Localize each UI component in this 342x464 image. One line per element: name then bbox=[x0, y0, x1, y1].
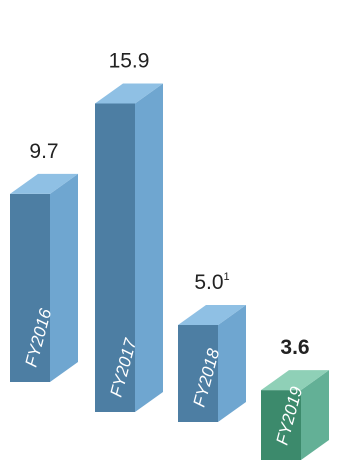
footnote-marker: 1 bbox=[224, 271, 230, 283]
bar-side-face bbox=[135, 83, 163, 412]
value-label: 3.6 bbox=[280, 336, 309, 359]
bar-top-face bbox=[95, 83, 163, 104]
bar-side-face bbox=[218, 305, 246, 422]
bar-top-face bbox=[261, 370, 329, 391]
value-label: 5.01 bbox=[194, 271, 229, 294]
bar-side-face bbox=[50, 173, 78, 382]
value-label: 15.9 bbox=[109, 50, 150, 73]
bar-front-face bbox=[178, 325, 218, 422]
value-label: 9.7 bbox=[29, 140, 58, 163]
bar-front-face bbox=[261, 390, 301, 460]
bar-front-face bbox=[10, 193, 50, 382]
bar-top-face bbox=[10, 173, 78, 194]
bar-front-face bbox=[95, 103, 135, 412]
bar-top-face bbox=[178, 305, 246, 325]
bar-side-face bbox=[301, 370, 329, 460]
